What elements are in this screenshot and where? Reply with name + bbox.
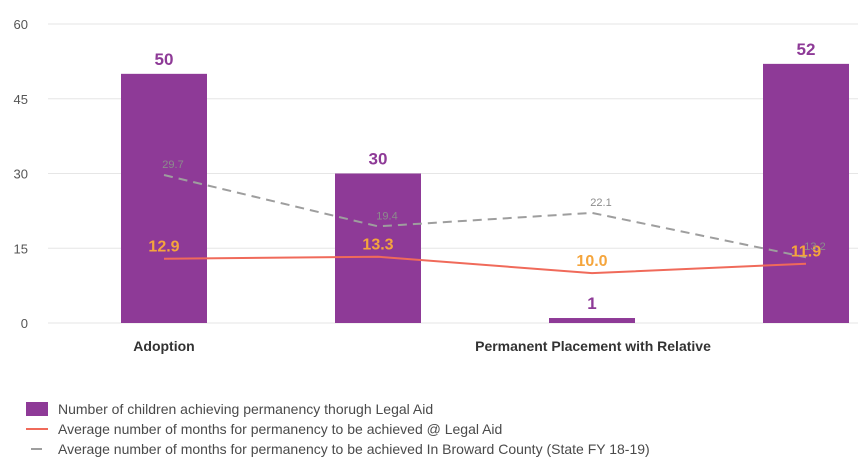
broward-data-label: 29.7 bbox=[162, 159, 183, 171]
bar-data-label: 52 bbox=[797, 40, 816, 59]
legend: Number of children achieving permanency … bbox=[26, 399, 650, 459]
legend-item-bars: Number of children achieving permanency … bbox=[26, 399, 650, 419]
legend-label-legal-aid-line: Average number of months for permanency … bbox=[58, 420, 503, 437]
y-tick-label: 0 bbox=[21, 316, 28, 331]
bar bbox=[335, 173, 421, 323]
y-tick-label: 30 bbox=[14, 167, 28, 182]
legend-swatch-broward-line bbox=[31, 448, 42, 450]
bar bbox=[121, 73, 207, 323]
broward-line bbox=[163, 174, 807, 259]
x-category-label: Permanent Placement with Relative bbox=[475, 338, 711, 354]
legal-aid-data-label: 13.3 bbox=[362, 237, 393, 254]
broward-data-label: 19.4 bbox=[376, 210, 397, 222]
bar-data-label: 50 bbox=[155, 50, 174, 69]
bar bbox=[763, 63, 849, 323]
legal-aid-data-label: 12.9 bbox=[148, 239, 179, 256]
broward-data-label: 22.1 bbox=[590, 197, 611, 209]
broward-data-label: 13.2 bbox=[804, 241, 825, 253]
legal-aid-data-label: 10.0 bbox=[576, 253, 607, 270]
legend-label-bars: Number of children achieving permanency … bbox=[58, 400, 434, 417]
legend-label-broward-line: Average number of months for permanency … bbox=[58, 440, 650, 457]
legend-item-broward-line: Average number of months for permanency … bbox=[26, 439, 650, 459]
y-tick-label: 45 bbox=[14, 92, 28, 107]
legend-swatch-legal-aid-line bbox=[26, 428, 48, 430]
legal-aid-line bbox=[163, 255, 807, 275]
y-tick-label: 15 bbox=[14, 241, 28, 256]
legend-swatch-bars bbox=[26, 402, 48, 416]
bar-data-label: 30 bbox=[369, 150, 388, 169]
x-category-label: Adoption bbox=[133, 338, 194, 354]
y-tick-label: 60 bbox=[14, 17, 28, 32]
bar bbox=[549, 318, 635, 323]
bar-data-label: 1 bbox=[587, 294, 596, 313]
legend-item-legal-aid-line: Average number of months for permanency … bbox=[26, 419, 650, 439]
legal-aid-data-label: 11.9 bbox=[791, 244, 821, 261]
